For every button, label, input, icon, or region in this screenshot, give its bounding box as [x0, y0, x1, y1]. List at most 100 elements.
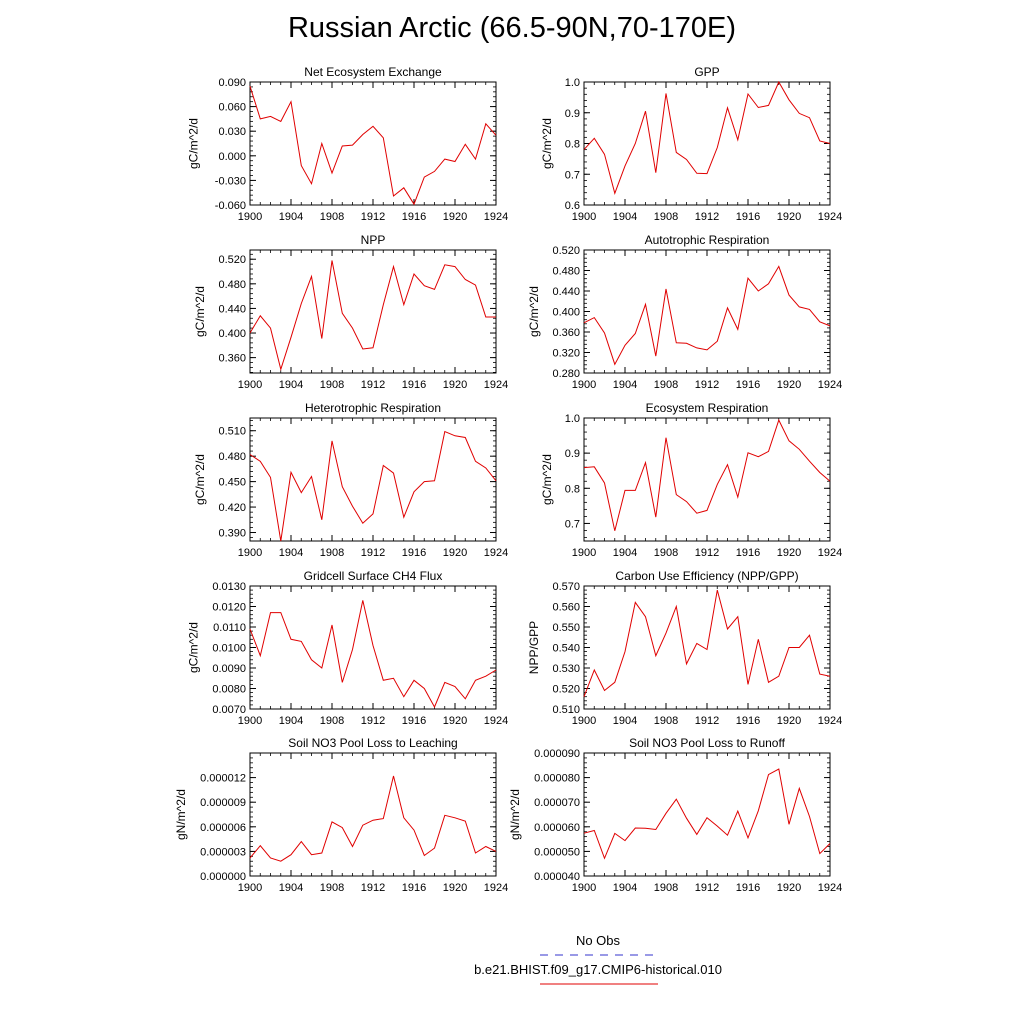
x-tick-label: 1912 [361, 211, 385, 223]
y-tick-label: 0.7 [565, 169, 580, 181]
y-tick-label: 0.000009 [200, 797, 246, 809]
plot-frame [583, 752, 831, 877]
x-tick-label: 1900 [572, 547, 596, 559]
x-tick-label: 1900 [572, 715, 596, 727]
y-tick-label: 0.000012 [200, 773, 246, 785]
x-tick-label: 1924 [484, 547, 508, 559]
chart-panel-7: Gridcell Surface CH4 Flux 1900 1904 1908 191… [187, 569, 509, 727]
panel-title: Net Ecosystem Exchange [304, 65, 442, 79]
x-tick-label: 1920 [777, 882, 801, 894]
x-tick-label: 1920 [443, 882, 467, 894]
panel-title: Gridcell Surface CH4 Flux [304, 569, 443, 583]
chart-panel-10: Soil NO3 Pool Loss to Runoff 1900 1904 1908… [508, 736, 842, 894]
plot-frame [583, 249, 831, 374]
legend: No Obs b.e21.BHIST.f09_g17.CMIP6-histori… [474, 933, 722, 985]
y-tick-label: 0.8 [565, 139, 580, 151]
y-tick-label: 0.440 [552, 286, 580, 298]
y-tick-label: 0.0100 [212, 643, 246, 655]
y-tick-label: 1.0 [565, 77, 580, 89]
x-tick-label: 1904 [613, 379, 637, 391]
y-tick-label: 0.440 [218, 303, 246, 315]
x-tick-label: 1904 [613, 882, 637, 894]
y-tick-label: 0.7 [565, 518, 580, 530]
y-tick-label: 0.480 [218, 451, 246, 463]
chart-panel-9: Soil NO3 Pool Loss to Leaching 1900 1904 19… [174, 736, 508, 894]
x-tick-label: 1924 [818, 211, 842, 223]
panel-title: Carbon Use Efficiency (NPP/GPP) [615, 569, 798, 583]
panel-title: NPP [361, 233, 386, 247]
chart-panel-2: GPP 1900 1904 1908 1912 1916 1920 1924 0.6 0.7 0.8… [540, 65, 842, 223]
chart-panel-4: Autotrophic Respiration 1900 1904 1908 1912 1… [527, 233, 842, 391]
panel-title: Autotrophic Respiration [645, 233, 770, 247]
plot-frame [583, 81, 831, 206]
x-tick-label: 1920 [443, 715, 467, 727]
y-tick-label: 0.550 [552, 622, 580, 634]
y-tick-label: 0.090 [218, 77, 246, 89]
panel-title: Heterotrophic Respiration [305, 401, 441, 415]
x-tick-label: 1912 [361, 547, 385, 559]
y-axis-label: gC/m^2/d [527, 286, 541, 337]
x-tick-label: 1908 [654, 715, 678, 727]
y-tick-label: 0.540 [552, 643, 580, 655]
x-tick-label: 1924 [484, 379, 508, 391]
legend-model-label: b.e21.BHIST.f09_g17.CMIP6-historical.010 [474, 962, 722, 977]
y-tick-label: 0.530 [552, 663, 580, 675]
x-tick-label: 1900 [572, 211, 596, 223]
x-tick-label: 1900 [572, 882, 596, 894]
panel-title: Ecosystem Respiration [646, 401, 769, 415]
x-tick-label: 1908 [320, 882, 344, 894]
y-tick-label: 1.0 [565, 413, 580, 425]
x-tick-label: 1908 [320, 379, 344, 391]
x-tick-label: 1904 [279, 211, 303, 223]
x-tick-label: 1916 [402, 882, 426, 894]
y-tick-label: -0.060 [215, 200, 246, 212]
y-tick-label: 0.000006 [200, 822, 246, 834]
y-tick-label: 0.030 [218, 126, 246, 138]
x-tick-label: 1916 [736, 715, 760, 727]
x-tick-label: 1908 [654, 379, 678, 391]
x-tick-label: 1912 [361, 882, 385, 894]
x-tick-label: 1920 [443, 547, 467, 559]
plot-frame [249, 249, 497, 374]
plot-frame [249, 585, 497, 710]
y-tick-label: 0.510 [218, 426, 246, 438]
y-tick-label: 0.000040 [534, 871, 580, 883]
x-tick-label: 1916 [736, 379, 760, 391]
y-tick-label: 0.9 [565, 448, 580, 460]
y-axis-label: gC/m^2/d [193, 454, 207, 505]
y-tick-label: 0.000070 [534, 797, 580, 809]
y-tick-label: 0.510 [552, 704, 580, 716]
x-tick-label: 1900 [238, 547, 262, 559]
x-tick-label: 1904 [279, 715, 303, 727]
series-line [583, 80, 831, 195]
y-tick-label: 0.0080 [212, 684, 246, 696]
y-axis-label: gN/m^2/d [174, 789, 188, 840]
x-tick-label: 1900 [238, 715, 262, 727]
chart-panel-1: Net Ecosystem Exchange 1900 1904 1908 1912 19… [187, 65, 509, 223]
x-tick-label: 1924 [818, 547, 842, 559]
y-tick-label: 0.400 [218, 328, 246, 340]
x-tick-label: 1912 [695, 882, 719, 894]
y-tick-label: 0.0110 [213, 622, 246, 634]
y-axis-label: gC/m^2/d [187, 118, 201, 169]
chart-panel-8: Carbon Use Efficiency (NPP/GPP) 1900 1904 1… [527, 569, 842, 727]
x-tick-label: 1916 [736, 547, 760, 559]
x-tick-label: 1908 [654, 882, 678, 894]
x-tick-label: 1924 [818, 882, 842, 894]
x-tick-label: 1924 [484, 211, 508, 223]
y-tick-label: 0.000050 [534, 846, 580, 858]
x-tick-label: 1904 [279, 882, 303, 894]
plot-frame [583, 417, 831, 542]
x-tick-label: 1904 [613, 715, 637, 727]
legend-obs-label: No Obs [576, 933, 621, 948]
y-tick-label: 0.520 [218, 254, 246, 266]
series-line [249, 430, 497, 542]
x-tick-label: 1916 [402, 547, 426, 559]
x-tick-label: 1900 [238, 211, 262, 223]
x-tick-label: 1924 [484, 882, 508, 894]
y-tick-label: 0.000000 [200, 871, 246, 883]
x-tick-label: 1920 [777, 211, 801, 223]
y-axis-label: NPP/GPP [527, 621, 541, 674]
panel-title: GPP [694, 65, 719, 79]
